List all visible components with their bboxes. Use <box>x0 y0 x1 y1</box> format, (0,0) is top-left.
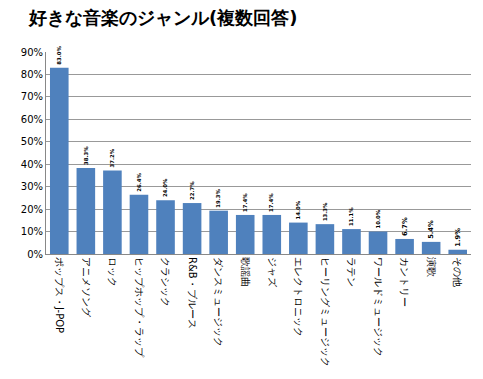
svg-text:11.1%: 11.1% <box>348 207 354 226</box>
svg-text:83.0%: 83.0% <box>56 45 62 64</box>
svg-text:30%: 30% <box>21 181 43 192</box>
svg-text:6.7%: 6.7% <box>401 217 409 236</box>
svg-text:60%: 60% <box>21 114 43 125</box>
svg-text:38.3%: 38.3% <box>83 146 89 165</box>
svg-text:37.2%: 37.2% <box>109 148 115 167</box>
svg-text:0%: 0% <box>27 249 43 260</box>
svg-text:22.7%: 22.7% <box>189 181 195 200</box>
svg-text:ワールドミュージック: ワールドミュージック <box>373 257 384 357</box>
svg-text:ラテン: ラテン <box>346 257 357 287</box>
svg-text:ジャズ: ジャズ <box>267 257 278 288</box>
svg-text:エレクトロニック: エレクトロニック <box>293 257 304 337</box>
svg-text:好きな音楽のジャンル(複数回答): 好きな音楽のジャンル(複数回答) <box>28 7 297 28</box>
svg-text:10.0%: 10.0% <box>375 209 381 228</box>
svg-text:80%: 80% <box>21 69 43 80</box>
svg-text:50%: 50% <box>21 136 43 147</box>
svg-text:70%: 70% <box>21 91 43 102</box>
svg-text:90%: 90% <box>21 47 43 58</box>
svg-text:その他: その他 <box>452 257 463 287</box>
svg-text:40%: 40% <box>21 159 43 170</box>
svg-text:演歌: 演歌 <box>426 257 437 277</box>
svg-text:1.9%: 1.9% <box>454 228 462 247</box>
svg-text:ヒップホップ・ラップ: ヒップホップ・ラップ <box>134 257 145 358</box>
svg-text:ロック: ロック <box>107 257 118 287</box>
svg-text:歌謡曲: 歌謡曲 <box>240 257 251 287</box>
svg-text:ダンスミュージック: ダンスミュージック <box>213 257 224 347</box>
svg-text:R&B・ブルース: R&B・ブルース <box>187 257 198 329</box>
svg-text:14.0%: 14.0% <box>295 200 301 219</box>
svg-text:クラシック: クラシック <box>160 257 171 307</box>
svg-text:10%: 10% <box>21 226 43 237</box>
svg-text:ポップス・J-POP: ポップス・J-POP <box>54 257 65 333</box>
svg-text:13.3%: 13.3% <box>322 202 328 221</box>
svg-text:17.4%: 17.4% <box>242 193 248 212</box>
svg-text:20%: 20% <box>21 204 43 215</box>
svg-text:ヒーリングミュージック: ヒーリングミュージック <box>320 257 331 367</box>
svg-text:5.4%: 5.4% <box>427 220 435 239</box>
svg-text:19.3%: 19.3% <box>215 188 221 207</box>
svg-text:26.4%: 26.4% <box>136 173 142 192</box>
svg-text:17.4%: 17.4% <box>268 193 274 212</box>
svg-text:アニメソング: アニメソング <box>81 257 92 318</box>
svg-text:カントリー: カントリー <box>399 257 410 307</box>
svg-text:24.0%: 24.0% <box>162 178 168 197</box>
